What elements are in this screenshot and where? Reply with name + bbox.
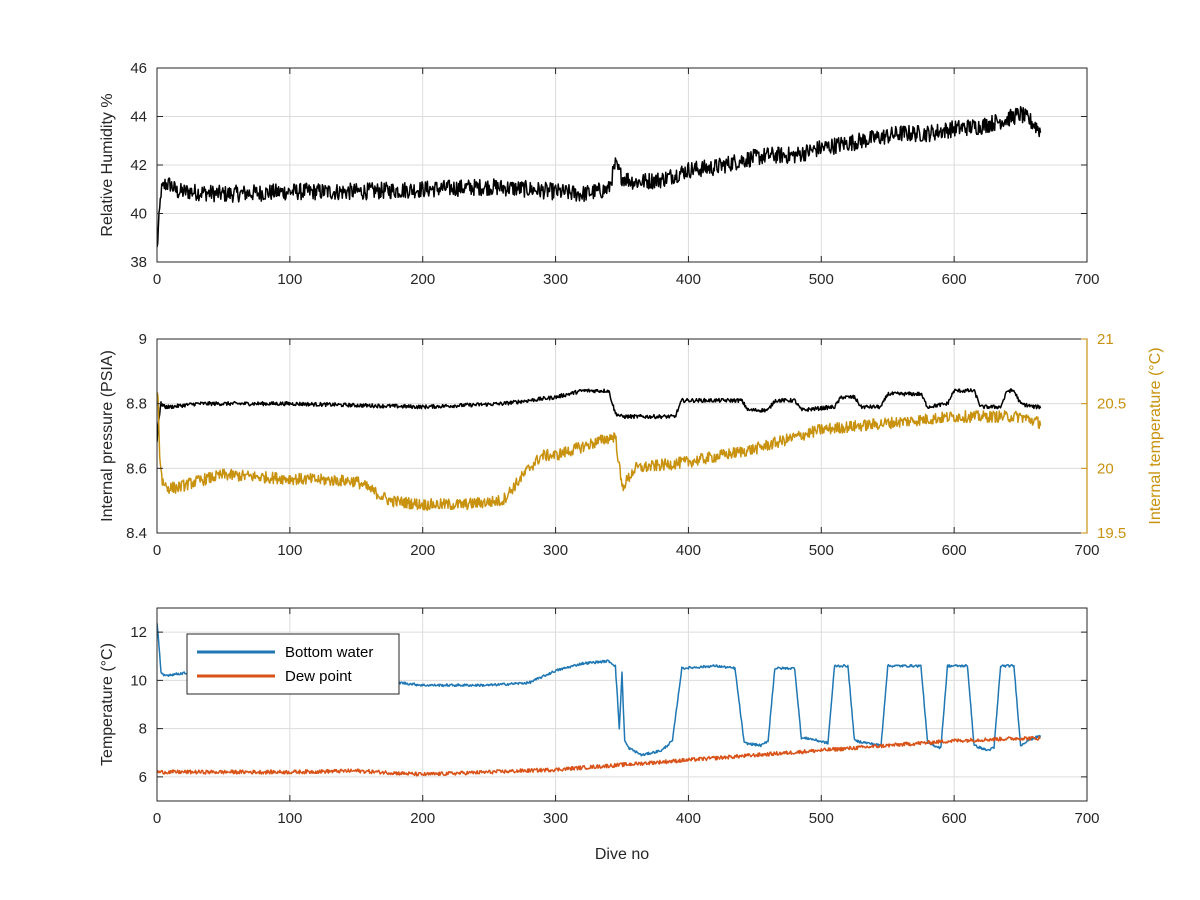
panel-top: 0 100 200 300 400 500 600 700 38 40 42 44 46 Relative… — [99, 60, 1100, 288]
y-right-tick-label: 20 — [1097, 460, 1114, 477]
x-tick-label: 600 — [942, 271, 967, 288]
y-tick-label: 40 — [130, 206, 147, 223]
axes-box — [156, 607, 1088, 802]
series-line-1-1 — [157, 392, 1042, 511]
x-tick-label: 200 — [410, 271, 435, 288]
x-tick-label: 500 — [809, 810, 834, 827]
x-tick-label: 200 — [410, 810, 435, 827]
x-tick-label: 400 — [676, 271, 701, 288]
y-tick-label: 44 — [130, 109, 147, 126]
x-tick-label: 0 — [153, 810, 161, 827]
legend-label: Dew point — [285, 668, 353, 685]
x-tick-label: 600 — [942, 542, 967, 559]
x-tick-label: 200 — [410, 542, 435, 559]
x-tick-label: 700 — [1074, 542, 1099, 559]
panel-middle: 0 100 200 300 400 500 600 700 8.4 8.6 8.8 9 Internal… — [99, 331, 1164, 559]
x-tick-label: 0 — [153, 271, 161, 288]
x-tick-label: 100 — [277, 542, 302, 559]
y-right-tick-label: 20.5 — [1097, 396, 1126, 413]
y-tick-label: 38 — [130, 254, 147, 271]
x-tick-label: 0 — [153, 542, 161, 559]
x-axis-label: Dive no — [595, 846, 649, 863]
y-axis-label: Relative Humidity % — [99, 93, 116, 236]
x-tick-label: 400 — [676, 542, 701, 559]
x-tick-label: 300 — [543, 271, 568, 288]
y-axis-label: Internal pressure (PSIA) — [99, 350, 116, 522]
x-tick-label: 600 — [942, 810, 967, 827]
y-tick-label: 42 — [130, 157, 147, 174]
legend: Bottom water Dew point — [186, 633, 400, 695]
y-tick-label: 8.6 — [126, 460, 147, 477]
x-tick-label: 700 — [1074, 271, 1099, 288]
series-line-1-0 — [157, 388, 1042, 443]
x-tick-label: 300 — [543, 810, 568, 827]
x-tick-label: 100 — [277, 271, 302, 288]
y-right-tick-label: 21 — [1097, 331, 1114, 348]
series-line-0-0 — [157, 105, 1042, 248]
y-tick-label: 9 — [139, 331, 147, 348]
series-line-2-1 — [157, 735, 1042, 777]
y-right-axis-label: Internal temperature (°C) — [1147, 347, 1164, 524]
panel-bottom: 0 100 200 300 400 500 600 700 6 8 10 12 Temperature … — [99, 607, 1100, 863]
x-tick-label: 100 — [277, 810, 302, 827]
y-tick-label: 8.4 — [126, 525, 147, 542]
y-tick-label: 12 — [130, 624, 147, 641]
axes-box — [156, 338, 1088, 534]
legend-box — [186, 633, 400, 695]
legend-label: Bottom water — [285, 644, 373, 661]
x-tick-label: 500 — [809, 271, 834, 288]
y-tick-label: 46 — [130, 60, 147, 77]
y-tick-label: 10 — [130, 672, 147, 689]
y-right-tick-label: 19.5 — [1097, 525, 1126, 542]
y-tick-label: 6 — [139, 769, 147, 786]
x-tick-label: 700 — [1074, 810, 1099, 827]
y-tick-label: 8.8 — [126, 396, 147, 413]
x-tick-label: 300 — [543, 542, 568, 559]
x-tick-label: 500 — [809, 542, 834, 559]
y-tick-label: 8 — [139, 721, 147, 738]
x-tick-label: 400 — [676, 810, 701, 827]
y-axis-label: Temperature (°C) — [99, 643, 116, 766]
